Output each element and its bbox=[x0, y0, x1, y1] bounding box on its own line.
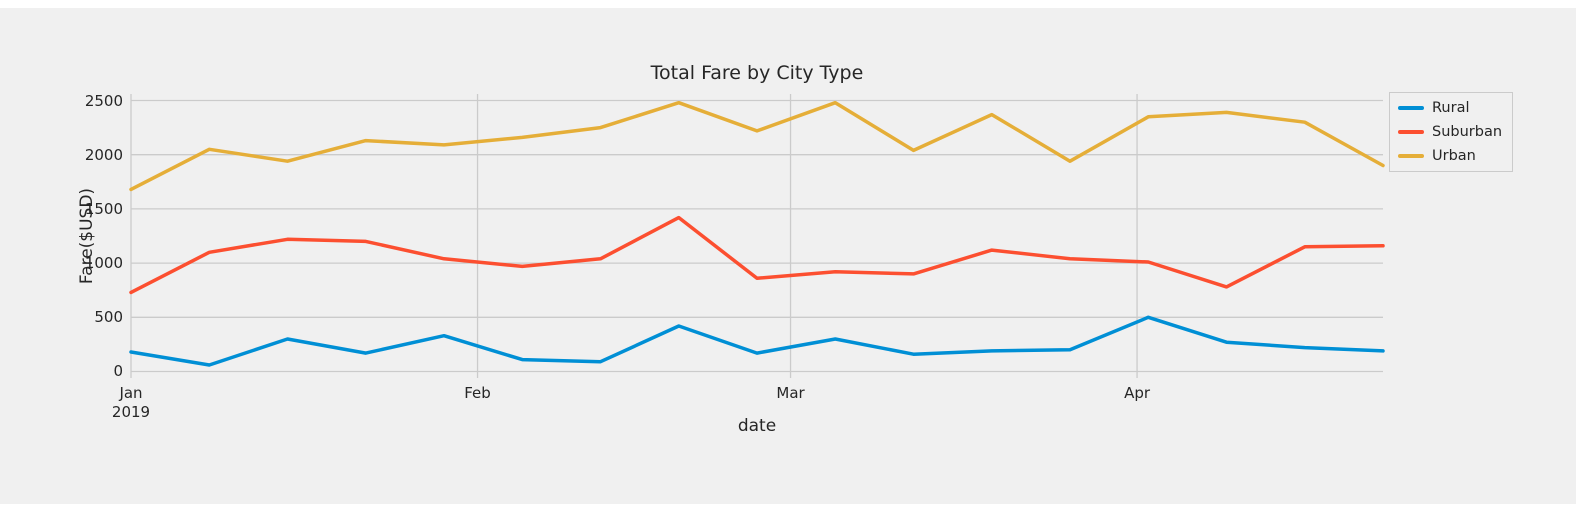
legend-label: Rural bbox=[1432, 100, 1470, 116]
x-tick-month: Mar bbox=[776, 384, 805, 402]
x-tick-label: Jan 2019 bbox=[86, 384, 176, 422]
y-tick-label: 1500 bbox=[84, 199, 123, 218]
y-tick-label: 500 bbox=[94, 308, 123, 327]
legend: Rural Suburban Urban bbox=[1389, 92, 1514, 172]
chart-title: Total Fare by City Type bbox=[650, 62, 864, 84]
legend-item-suburban: Suburban bbox=[1398, 122, 1502, 142]
y-tick-label: 2500 bbox=[84, 91, 123, 110]
legend-item-rural: Rural bbox=[1398, 98, 1502, 118]
y-axis-label: Fare($USD) bbox=[77, 187, 97, 285]
x-tick-label: Mar bbox=[746, 384, 836, 403]
x-tick-label: Apr bbox=[1092, 384, 1182, 403]
legend-label: Suburban bbox=[1432, 124, 1503, 140]
x-tick-month: Apr bbox=[1124, 384, 1151, 402]
x-tick-month: Feb bbox=[464, 384, 491, 402]
x-tick-month: Jan bbox=[119, 384, 143, 402]
urban-line-swatch bbox=[1398, 154, 1424, 158]
suburban-line-swatch bbox=[1398, 130, 1424, 134]
figure-background bbox=[0, 8, 1576, 504]
legend-label: Urban bbox=[1432, 148, 1476, 164]
y-tick-label: 0 bbox=[113, 362, 123, 381]
y-tick-label: 2000 bbox=[84, 145, 123, 164]
x-axis-label: date bbox=[737, 416, 777, 436]
y-tick-label: 1000 bbox=[84, 254, 123, 273]
legend-item-urban: Urban bbox=[1398, 146, 1502, 166]
rural-line-swatch bbox=[1398, 106, 1424, 110]
x-tick-year: 2019 bbox=[111, 403, 151, 421]
x-tick-label: Feb bbox=[433, 384, 523, 403]
